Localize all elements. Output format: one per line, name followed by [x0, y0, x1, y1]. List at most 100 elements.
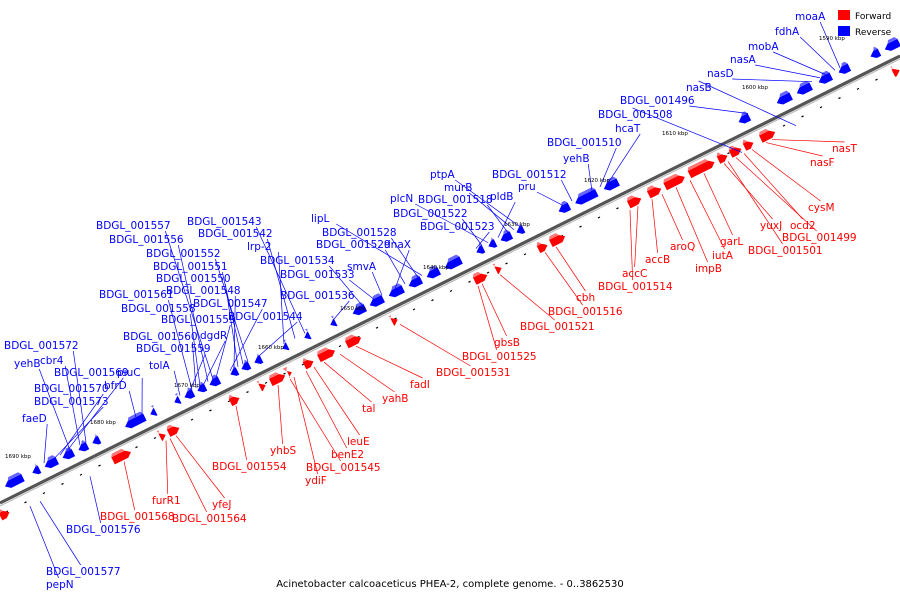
reverse-gene-arrow — [796, 80, 813, 95]
forward-gene-shape — [646, 187, 662, 199]
forward-label-leader — [703, 173, 733, 236]
reverse-gene-arrow — [558, 200, 572, 213]
reverse-label-leader — [415, 203, 489, 243]
kbp-labels: 1590 kbp 1600 kbp 1610 kbp 1620 kbp 1630 kbp… — [5, 36, 845, 460]
forward-gene-label: gbsB — [494, 337, 520, 349]
forward-gene-bevel — [759, 128, 769, 136]
reverse-gene-arrow — [488, 237, 498, 248]
forward-gene-label: BDGL_001531 — [436, 367, 511, 379]
reverse-gene-label: BDGL_001552 — [146, 248, 221, 260]
position-tick — [412, 308, 416, 311]
reverse-gene-label: BDGL_001496 — [620, 95, 695, 107]
position-tick — [819, 106, 823, 109]
reverse-gene-shape — [776, 92, 793, 105]
forward-gene-label: benE2 — [331, 449, 364, 461]
reverse-gene-label: pepN — [46, 579, 74, 591]
reverse-gene-label: smvA — [347, 261, 377, 273]
reverse-gene-bevel — [821, 70, 830, 77]
position-tick — [375, 326, 379, 329]
reverse-gene-arrow — [388, 283, 405, 298]
forward-gene-shape — [536, 243, 548, 254]
position-tick — [42, 492, 46, 495]
reverse-gene-arrow — [369, 293, 385, 307]
forward-gene-bevel — [282, 366, 287, 371]
forward-gene-arrow — [536, 241, 548, 254]
forward-gene-shape — [258, 383, 266, 392]
forward-label-leader — [723, 163, 773, 220]
position-tick — [431, 299, 434, 302]
forward-gene-label: furR1 — [152, 495, 181, 507]
reverse-gene-arrow — [426, 265, 442, 279]
reverse-gene-label: BDGL_001561 — [99, 289, 174, 301]
forward-gene-label: leuE — [347, 436, 370, 448]
genome-backbone — [0, 54, 900, 507]
reverse-gene-arrow — [870, 46, 882, 58]
forward-gene-shape — [716, 154, 728, 164]
reverse-gene-shape — [254, 355, 264, 364]
reverse-gene-label: BDGL_001569 — [54, 367, 129, 379]
reverse-gene-label: faeD — [22, 413, 47, 425]
reverse-label-leader — [54, 406, 104, 458]
forward-gene-shape — [228, 396, 240, 407]
position-tick — [727, 152, 730, 155]
position-tick — [875, 78, 878, 81]
reverse-gene-shape — [388, 285, 405, 298]
reverse-gene-label: BDGL_001534 — [260, 255, 335, 267]
reverse-gene-bevel — [174, 393, 178, 397]
reverse-label-leader — [215, 324, 231, 378]
reverse-gene-label: nasD — [707, 68, 734, 80]
reverse-label-leader — [189, 353, 206, 391]
reverse-gene-label: tolA — [149, 360, 170, 372]
reverse-gene-bevel — [873, 46, 878, 51]
kbp-label: 1610 kbp — [662, 131, 688, 137]
reverse-gene-bevel — [503, 229, 510, 235]
forward-gene-bevel — [716, 152, 722, 157]
reverse-label-leader — [384, 249, 406, 285]
forward-gene-label: tal — [362, 403, 375, 415]
reverse-label-leader — [336, 223, 423, 276]
reverse-label-leader — [607, 133, 641, 184]
forward-gene-shape — [158, 433, 166, 441]
reverse-label-leader — [689, 105, 749, 114]
reverse-gene-arrow — [500, 229, 514, 242]
position-tick — [301, 363, 305, 366]
reverse-label-leader — [255, 226, 306, 334]
reverse-label-leader — [29, 505, 59, 579]
reverse-gene-shape — [241, 361, 252, 371]
reverse-label-leader — [560, 179, 573, 202]
position-tick — [79, 473, 83, 476]
position-tick — [283, 372, 286, 375]
position-tick — [209, 409, 212, 412]
reverse-gene-arrow — [884, 37, 900, 51]
legend-forward-swatch — [838, 10, 850, 20]
forward-gene-shape — [759, 130, 776, 143]
reverse-gene-label: cbr4 — [40, 355, 64, 367]
forward-gene-label: impB — [695, 263, 722, 275]
forward-gene-bevel — [345, 334, 355, 342]
forward-gene-arrow — [256, 380, 266, 392]
position-tick — [135, 446, 138, 449]
reverse-gene-label: dgdR — [200, 330, 227, 342]
position-tick — [801, 115, 804, 118]
forward-label-leader — [765, 142, 823, 157]
reverse-gene-shape — [870, 48, 882, 58]
reverse-gene-arrow — [78, 440, 90, 452]
reverse-label-leader — [43, 423, 48, 464]
reverse-label-leader — [454, 179, 521, 228]
forward-gene-label: aroQ — [670, 241, 695, 253]
kbp-label: 1650 kbp — [340, 306, 366, 312]
forward-label-leader — [727, 161, 783, 245]
legend-reverse-swatch — [838, 26, 850, 36]
reverse-gene-arrow — [408, 274, 424, 288]
reverse-gene-bevel — [887, 37, 898, 44]
reverse-gene-label: BDGL_001542 — [198, 228, 273, 240]
forward-gene-bevel — [228, 394, 234, 399]
reverse-gene-shape — [150, 408, 158, 416]
forward-gene-label: BDGL_001554 — [212, 461, 287, 473]
reverse-gene-bevel — [244, 359, 248, 364]
reverse-label-leader — [128, 390, 137, 418]
reverse-label-leader — [819, 21, 841, 68]
forward-label-leader — [277, 384, 283, 445]
reverse-gene-bevel — [187, 387, 192, 392]
reverse-gene-label: BDGL_001547 — [193, 298, 268, 310]
